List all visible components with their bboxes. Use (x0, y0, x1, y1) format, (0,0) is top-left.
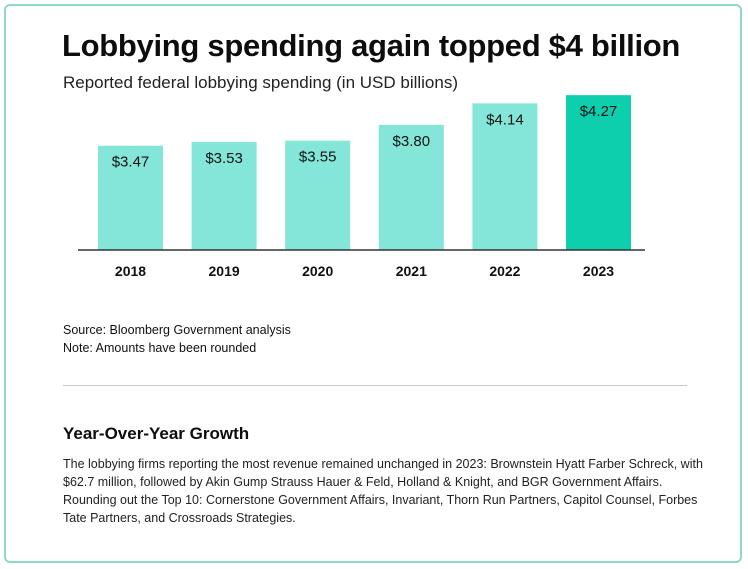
x-tick-label: 2021 (396, 263, 427, 279)
x-tick-label: 2022 (489, 263, 520, 279)
bar-value-label: $3.55 (299, 149, 337, 166)
x-tick-label: 2018 (115, 263, 146, 279)
bar-2019 (191, 141, 257, 250)
x-tick-label: 2020 (302, 263, 333, 279)
bar-2021 (378, 124, 444, 250)
source-note: Source: Bloomberg Government analysis (63, 323, 291, 337)
section-title: Year-Over-Year Growth (63, 424, 250, 443)
bar-chart: $3.47 $3.53 $3.55$3.80$4.14 $4.27 2018 2019 2… (78, 95, 645, 279)
bar-2023 (566, 95, 631, 250)
bar-2018 (98, 145, 163, 250)
rounding-note: Note: Amounts have been rounded (63, 341, 257, 355)
bars-group: $3.47 $3.53 $3.55 $3.80 $4.14 $4.27 (98, 95, 631, 250)
bar-2022 (472, 103, 538, 250)
x-tick-label: 2019 (209, 263, 240, 279)
bar-value-label: $4.14 (486, 111, 524, 128)
bar-value-label: $4.27 (580, 103, 618, 120)
bar-value-label: $3.53 (205, 150, 243, 167)
chart-notes: Source: Bloomberg Government analysis No… (63, 321, 291, 357)
bar-value-label: $3.80 (393, 133, 431, 150)
bar-value-label: $3.47 (112, 154, 150, 171)
x-tick-label: 2023 (583, 263, 614, 279)
section-divider (63, 385, 687, 386)
section-body: The lobbying firms reporting the most re… (63, 457, 703, 525)
bar-2020 (285, 140, 351, 250)
x-axis-ticks: 2018 2019 2020 2021 2022 2023 (115, 263, 614, 279)
chart-subtitle: Reported federal lobbying spending (in U… (63, 73, 459, 92)
chart-title: Lobbying spending again topped $4 billio… (62, 28, 681, 63)
